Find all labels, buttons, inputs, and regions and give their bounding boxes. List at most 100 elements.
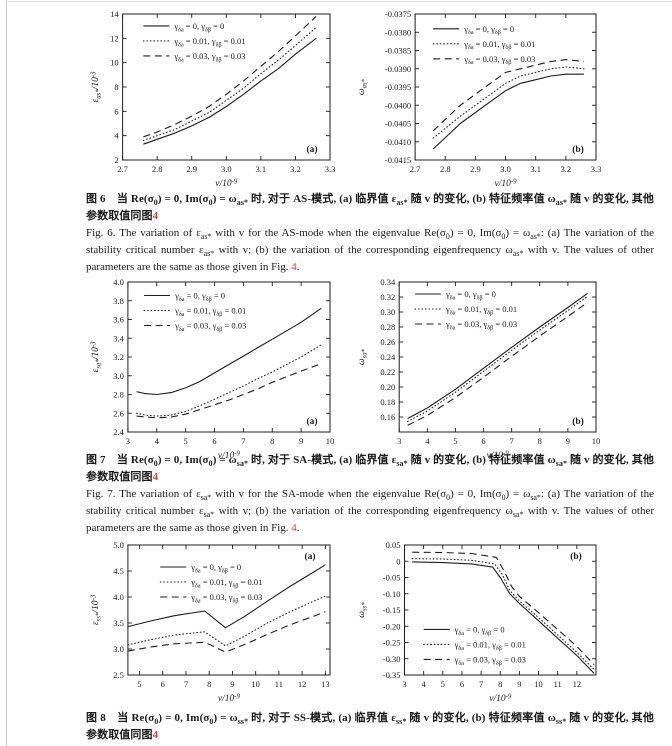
svg-text:-0.0375: -0.0375: [385, 9, 411, 19]
fig7-caption-en-suffix: .: [296, 522, 300, 535]
svg-text:-0.10: -0.10: [383, 589, 401, 599]
svg-text:3.3: 3.3: [325, 164, 336, 174]
svg-text:9: 9: [230, 679, 234, 689]
svg-text:8: 8: [538, 436, 542, 446]
svg-text:2: 2: [114, 155, 118, 165]
svg-text:v/10-9​: v/10-9​: [218, 693, 241, 704]
fig6-plot-a: 2.7 2.8 2.9 3.0 3.1 3.2 3.3 2 4 6 8 10 12 14 v/10-9​ εa…: [90, 9, 336, 189]
svg-text:5.0: 5.0: [113, 540, 124, 550]
svg-text:(a): (a): [304, 551, 315, 562]
svg-text:v/10-9​: v/10-9​: [215, 178, 238, 189]
svg-text:3.5: 3.5: [113, 618, 124, 628]
svg-text:4: 4: [425, 436, 430, 446]
fig7-cn-figure-link[interactable]: 4: [152, 471, 159, 484]
svg-text:10: 10: [534, 679, 543, 689]
fig6-caption-cn-text: 图 6 当 Re(σ0) = 0, Im(σ0) = ωas* 时, 对于 AS…: [86, 193, 654, 223]
svg-text:3.6: 3.6: [113, 315, 124, 325]
svg-text:2.9: 2.9: [470, 164, 481, 174]
svg-text:3.2: 3.2: [561, 164, 572, 174]
svg-text:3: 3: [402, 679, 406, 689]
svg-text:0.34: 0.34: [380, 277, 396, 287]
svg-text:γδa​ = 0.01, γδβ​ = 0.01: γδa​ = 0.01, γδβ​ = 0.01: [173, 36, 245, 48]
fig6-caption-en-suffix: .: [296, 261, 300, 274]
svg-text:-0.0380: -0.0380: [385, 27, 411, 37]
svg-text:3.0: 3.0: [113, 371, 124, 381]
svg-text:2.8: 2.8: [152, 164, 163, 174]
svg-text:13: 13: [321, 679, 330, 689]
fig7-plot-b: 3 4 5 6 7 8 9 10 0.16 0.18 0.20 0.22 0.24 0.26 0.28 0.3…: [357, 277, 601, 461]
svg-text:γδa​ = 0.01, γδβ​ = 0.01: γδa​ = 0.01, γδβ​ = 0.01: [445, 304, 517, 316]
page-left-rule: [6, 0, 7, 746]
svg-text:2.5: 2.5: [113, 670, 124, 680]
svg-text:5: 5: [184, 436, 188, 446]
svg-text:3.1: 3.1: [256, 164, 267, 174]
svg-text:(a): (a): [306, 416, 317, 427]
fig6-en-figure-link[interactable]: 4: [291, 261, 297, 274]
svg-text:-0.35: -0.35: [383, 670, 401, 680]
svg-text:2.6: 2.6: [113, 408, 124, 418]
svg-text:12: 12: [573, 679, 582, 689]
svg-text:v/10-9​: v/10-9​: [218, 450, 241, 461]
svg-text:γδa​ = 0, γδβ​ = 0: γδa​ = 0, γδβ​ = 0: [173, 21, 224, 33]
svg-text:γδa​ = 0.01, γδβ​ = 0.01: γδa​ = 0.01, γδβ​ = 0.01: [454, 639, 526, 651]
fig6-cn-figure-link[interactable]: 4: [152, 210, 159, 223]
figure-8-plots: 5 6 7 8 9 10 11 12 13 2.5 3.0 3.5 4.0 4.5 5.0 v/10-9​ εs…: [88, 537, 606, 709]
figure-6-caption: 图 6 当 Re(σ0) = 0, Im(σ0) = ωas* 时, 对于 AS…: [86, 191, 654, 276]
svg-text:ωss*​: ωss*​: [357, 602, 369, 618]
svg-text:-0.05: -0.05: [383, 573, 401, 583]
svg-text:2.7: 2.7: [117, 164, 128, 174]
svg-text:12: 12: [298, 679, 307, 689]
svg-text:3.8: 3.8: [113, 296, 124, 306]
svg-text:11: 11: [554, 679, 562, 689]
svg-text:-0.0405: -0.0405: [385, 119, 411, 129]
svg-text:9: 9: [517, 679, 521, 689]
svg-text:4.5: 4.5: [113, 566, 124, 576]
svg-text:γδa​ = 0.03, γδβ​ = 0.03: γδa​ = 0.03, γδβ​ = 0.03: [173, 51, 245, 63]
svg-text:12: 12: [110, 33, 119, 43]
fig7-plot-a: 3 4 5 6 7 8 9 10 2.4 2.6 2.8 3.0 3.2 3.4 3.6 3.8 4.0 v/10…: [90, 277, 335, 461]
svg-text:γδa​ = 0.01, γδβ​ = 0.01: γδa​ = 0.01, γδβ​ = 0.01: [174, 306, 246, 318]
svg-text:14: 14: [110, 9, 119, 19]
svg-text:-0.25: -0.25: [383, 638, 401, 648]
svg-text:8: 8: [270, 436, 274, 446]
svg-text:6: 6: [161, 679, 165, 689]
svg-text:8: 8: [207, 679, 211, 689]
svg-text:(b): (b): [570, 551, 582, 562]
figure-8-caption: 图 8 当 Re(σ0) = 0, Im(σ0) = ωss* 时, 对于 SS…: [86, 710, 654, 744]
svg-text:10: 10: [326, 436, 335, 446]
svg-text:8: 8: [114, 82, 118, 92]
svg-text:(b): (b): [572, 144, 584, 155]
svg-text:0.28: 0.28: [380, 322, 395, 332]
svg-text:4: 4: [422, 679, 427, 689]
svg-text:2.9: 2.9: [186, 164, 197, 174]
svg-text:2.4: 2.4: [113, 427, 124, 437]
svg-text:10: 10: [592, 436, 601, 446]
svg-text:7: 7: [241, 436, 245, 446]
fig7-en-figure-link[interactable]: 4: [291, 522, 297, 535]
svg-text:γδa​ = 0.03, γδβ​ = 0.03: γδa​ = 0.03, γδβ​ = 0.03: [463, 54, 535, 66]
svg-text:3.2: 3.2: [290, 164, 301, 174]
svg-text:11: 11: [275, 679, 283, 689]
figure-6-plots: 2.7 2.8 2.9 3.0 3.1 3.2 3.3 2 4 6 8 10 12 14 v/10-9​ εa…: [88, 6, 606, 194]
svg-text:3: 3: [397, 436, 401, 446]
svg-text:-0.0390: -0.0390: [385, 64, 411, 74]
fig7-caption-en-text: Fig. 7. The variation of εsa* with v for…: [86, 488, 654, 535]
fig8-caption-cn: 图 8 当 Re(σ0) = 0, Im(σ0) = ωss* 时, 对于 SS…: [86, 710, 654, 744]
svg-text:2.8: 2.8: [113, 390, 124, 400]
svg-text:0.24: 0.24: [380, 352, 396, 362]
svg-text:3.0: 3.0: [500, 164, 511, 174]
svg-text:2.8: 2.8: [440, 164, 451, 174]
svg-text:(a): (a): [306, 144, 317, 155]
svg-text:8: 8: [498, 679, 502, 689]
svg-text:γδa​ = 0, γδβ​ = 0: γδa​ = 0, γδβ​ = 0: [190, 562, 241, 574]
svg-text:0.26: 0.26: [380, 337, 395, 347]
svg-text:-0.30: -0.30: [383, 654, 401, 664]
svg-text:3.0: 3.0: [221, 164, 232, 174]
svg-text:10: 10: [251, 679, 260, 689]
fig8-cn-figure-link[interactable]: 4: [152, 729, 159, 742]
svg-text:v/10-9​: v/10-9​: [495, 178, 518, 189]
fig7-caption-cn-text: 图 7 当 Re(σ0) = 0, Im(σ0) = ωsa* 时, 对于 SA…: [86, 454, 654, 484]
svg-text:3.0: 3.0: [113, 644, 124, 654]
svg-text:γδa​ = 0.01, γδβ​ = 0.01: γδa​ = 0.01, γδβ​ = 0.01: [190, 577, 262, 589]
svg-text:0.30: 0.30: [380, 307, 395, 317]
